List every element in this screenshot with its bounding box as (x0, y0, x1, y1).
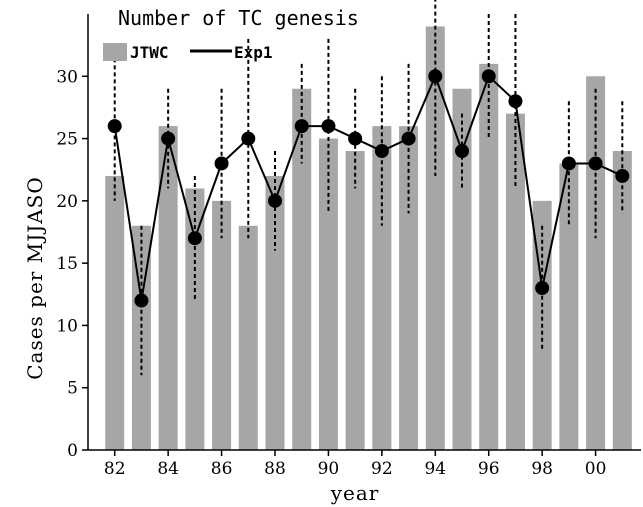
legend-label-exp1: Exp1 (234, 43, 273, 62)
point-exp1 (481, 69, 496, 84)
marker-series (107, 69, 630, 308)
axes (87, 14, 641, 451)
point-exp1 (561, 156, 576, 171)
point-exp1 (374, 144, 389, 159)
x-tick-label: 84 (157, 459, 179, 479)
bar-jtwc (158, 126, 178, 450)
y-tick-label: 15 (56, 254, 78, 274)
x-ticks: 82 84 86 88 90 92 94 96 98 00 (104, 450, 607, 479)
y-ticks: 0 5 10 15 20 25 30 (56, 67, 88, 461)
y-tick-label: 0 (67, 441, 78, 461)
x-tick-label: 92 (371, 459, 393, 479)
bar-series (105, 26, 632, 451)
point-exp1 (107, 119, 122, 134)
x-tick-label: 86 (211, 459, 233, 479)
point-exp1 (268, 193, 283, 208)
x-tick-label: 00 (585, 459, 607, 479)
bar-jtwc (212, 200, 232, 450)
bar-jtwc (372, 126, 392, 450)
y-tick-label: 25 (56, 130, 78, 150)
y-tick-label: 30 (56, 67, 78, 87)
bar-jtwc (185, 188, 205, 450)
x-tick-label: 88 (264, 459, 286, 479)
bar-jtwc (452, 88, 472, 450)
chart-title: Number of TC genesis (118, 6, 359, 30)
point-exp1 (508, 94, 523, 109)
legend-label-jtwc: JTWC (130, 43, 169, 62)
point-exp1 (348, 131, 363, 146)
point-exp1 (615, 168, 630, 183)
y-tick-label: 5 (67, 379, 78, 399)
x-tick-label: 94 (424, 459, 446, 479)
line-exp1 (113, 73, 623, 301)
point-exp1 (321, 119, 336, 134)
bar-jtwc (559, 163, 579, 450)
bar-jtwc (318, 138, 338, 451)
bar-jtwc (425, 26, 445, 450)
line-series (113, 73, 623, 301)
point-exp1 (161, 131, 176, 146)
point-exp1 (187, 231, 202, 246)
x-tick-label: 90 (318, 459, 340, 479)
x-tick-label: 98 (531, 459, 553, 479)
point-exp1 (294, 119, 309, 134)
bar-jtwc (399, 126, 419, 450)
x-axis-title: year (330, 481, 380, 505)
point-exp1 (455, 144, 470, 159)
point-exp1 (214, 156, 229, 171)
bar-jtwc (105, 175, 125, 450)
point-exp1 (241, 131, 256, 146)
bar-jtwc (479, 63, 499, 450)
y-axis-title: Cases per MJJASO (23, 176, 47, 380)
point-exp1 (588, 156, 603, 171)
y-tick-label: 20 (56, 192, 78, 212)
legend-swatch-jtwc (103, 43, 127, 61)
legend: JTWC Exp1 (103, 43, 273, 62)
point-exp1 (401, 131, 416, 146)
point-exp1 (134, 293, 149, 308)
bar-jtwc (345, 151, 365, 450)
bar-jtwc (292, 88, 312, 450)
bar-jtwc (586, 76, 606, 451)
point-exp1 (535, 281, 550, 296)
y-tick-label: 10 (56, 316, 78, 336)
point-exp1 (428, 69, 443, 84)
x-tick-label: 82 (104, 459, 126, 479)
bar-jtwc (238, 225, 258, 450)
bar-jtwc (265, 175, 285, 450)
x-tick-label: 96 (478, 459, 500, 479)
bar-jtwc (612, 151, 632, 450)
bar-jtwc (505, 113, 525, 451)
